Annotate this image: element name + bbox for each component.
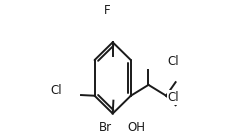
Text: Br: Br <box>98 121 112 134</box>
Text: Cl: Cl <box>50 84 62 97</box>
Text: OH: OH <box>127 121 145 134</box>
Text: Cl: Cl <box>168 91 179 104</box>
Text: F: F <box>104 4 111 17</box>
Text: Cl: Cl <box>168 55 179 68</box>
